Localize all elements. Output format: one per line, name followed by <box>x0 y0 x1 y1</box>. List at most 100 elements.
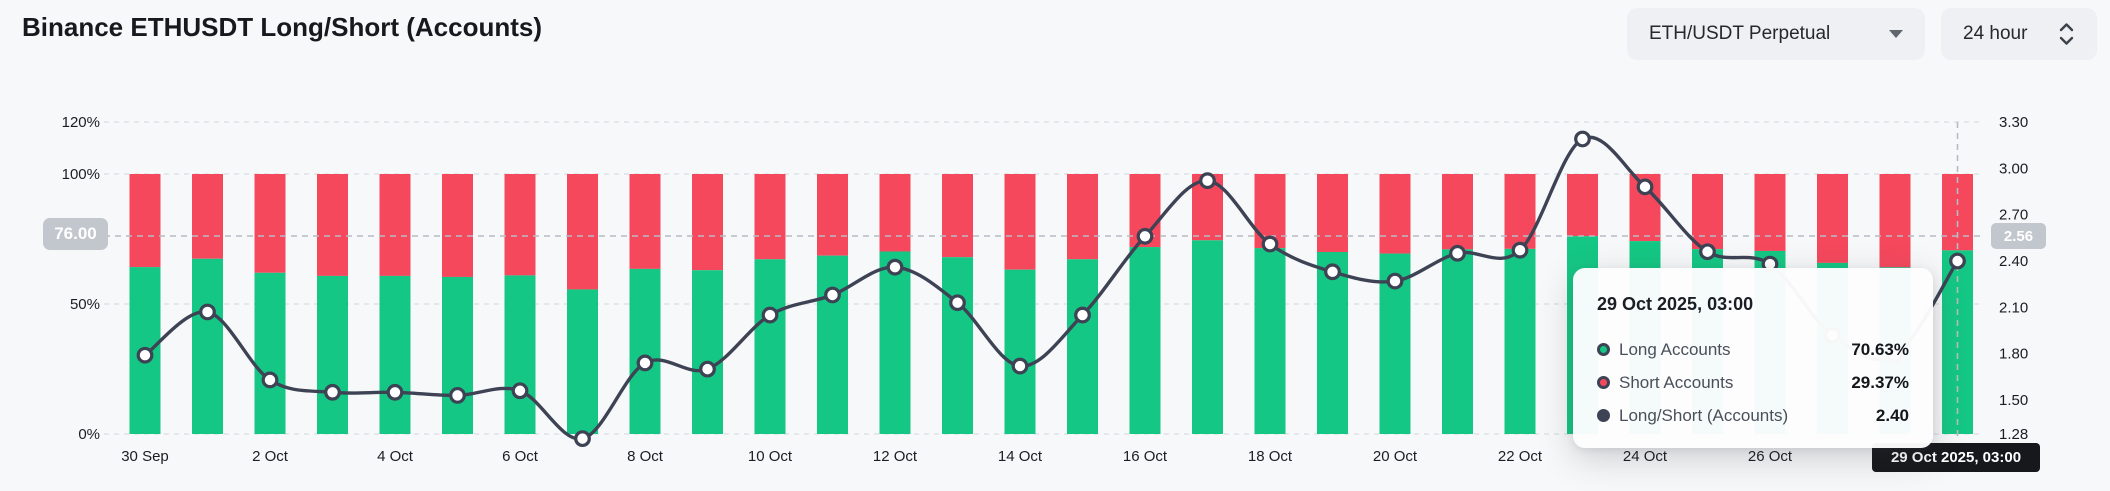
interval-selector-value: 24 hour <box>1963 23 2028 44</box>
line-marker[interactable] <box>1324 263 1341 281</box>
left-axis-tick: 100% <box>62 166 100 183</box>
bar-long-accounts[interactable] <box>692 270 723 434</box>
bar-short-accounts[interactable] <box>1692 174 1723 250</box>
line-marker[interactable] <box>636 354 654 372</box>
bar-short-accounts[interactable] <box>192 174 223 259</box>
tooltip-row-short: Short Accounts 29.37% <box>1597 366 1909 399</box>
bar-short-accounts[interactable] <box>817 174 848 256</box>
bar-short-accounts[interactable] <box>254 174 286 273</box>
bar-short-accounts[interactable] <box>629 174 661 269</box>
bar-short-accounts[interactable] <box>1317 174 1348 252</box>
line-marker[interactable] <box>699 360 716 378</box>
line-marker[interactable] <box>1511 241 1529 259</box>
bar-short-accounts[interactable] <box>504 174 536 276</box>
bar-short-accounts[interactable] <box>754 174 786 260</box>
up-down-arrows-icon <box>2059 23 2074 45</box>
bar-long-accounts[interactable] <box>1442 249 1473 434</box>
tooltip-value: 2.40 <box>1875 405 1909 425</box>
x-axis-tick: 22 Oct <box>1498 448 1543 465</box>
bar-short-accounts[interactable] <box>1567 174 1598 237</box>
right-axis-tick: 2.10 <box>1999 299 2028 316</box>
bar-long-accounts[interactable] <box>1004 269 1036 434</box>
line-marker[interactable] <box>261 371 279 389</box>
bar-long-accounts[interactable] <box>754 259 786 434</box>
bar-long-accounts[interactable] <box>629 268 661 434</box>
bar-long-accounts[interactable] <box>317 275 348 434</box>
bar-long-accounts[interactable] <box>1192 240 1223 434</box>
line-marker[interactable] <box>1074 306 1091 324</box>
bar-short-accounts[interactable] <box>942 174 973 258</box>
line-marker[interactable] <box>324 383 341 401</box>
line-marker[interactable] <box>574 430 591 448</box>
bar-short-accounts[interactable] <box>1379 174 1411 254</box>
bar-long-accounts[interactable] <box>1129 247 1161 434</box>
line-marker[interactable] <box>1136 227 1154 245</box>
line-marker[interactable] <box>886 258 904 276</box>
x-axis-tick: 30 Sep <box>121 448 169 465</box>
line-marker[interactable] <box>1199 172 1216 190</box>
ratio-dot-icon <box>1597 409 1610 422</box>
tooltip-row-long: Long Accounts 70.63% <box>1597 333 1909 366</box>
bar-long-accounts[interactable] <box>817 255 848 434</box>
x-axis-tick: 10 Oct <box>748 448 793 465</box>
bar-short-accounts[interactable] <box>1754 174 1786 251</box>
line-marker[interactable] <box>1699 243 1716 261</box>
chart-controls: ETH/USDT Perpetual 24 hour <box>1627 8 2097 60</box>
tooltip-label: Long Accounts <box>1619 339 1731 359</box>
line-marker[interactable] <box>1636 178 1654 196</box>
pair-selector[interactable]: ETH/USDT Perpetual <box>1627 8 1925 60</box>
line-marker[interactable] <box>1949 252 1966 270</box>
bar-short-accounts[interactable] <box>317 174 348 276</box>
bar-short-accounts[interactable] <box>129 174 161 268</box>
x-axis-tick: 20 Oct <box>1373 448 1418 465</box>
line-marker[interactable] <box>824 286 841 304</box>
line-marker[interactable] <box>199 303 216 321</box>
line-marker[interactable] <box>1261 235 1279 253</box>
bar-short-accounts[interactable] <box>1067 174 1098 260</box>
bar-long-accounts[interactable] <box>1317 252 1348 434</box>
bar-long-accounts[interactable] <box>1504 248 1536 434</box>
line-marker[interactable] <box>386 383 404 401</box>
line-marker[interactable] <box>949 294 966 312</box>
line-marker[interactable] <box>1011 357 1029 375</box>
bar-long-accounts[interactable] <box>1254 248 1286 434</box>
bar-long-accounts[interactable] <box>254 272 286 434</box>
x-axis-tick: 6 Oct <box>502 448 539 465</box>
tooltip-title: 29 Oct 2025, 03:00 <box>1597 294 1754 314</box>
bar-short-accounts[interactable] <box>879 174 911 252</box>
bar-short-accounts[interactable] <box>567 174 598 290</box>
bar-short-accounts[interactable] <box>1817 174 1848 263</box>
line-marker[interactable] <box>1449 244 1466 262</box>
bar-short-accounts[interactable] <box>692 174 723 271</box>
x-axis-tick: 24 Oct <box>1623 448 1668 465</box>
bar-short-accounts[interactable] <box>1442 174 1473 250</box>
bar-long-accounts[interactable] <box>1067 259 1098 434</box>
bar-short-accounts[interactable] <box>379 174 411 276</box>
line-marker[interactable] <box>136 346 154 364</box>
bar-long-accounts[interactable] <box>379 275 411 434</box>
x-axis-tick: 14 Oct <box>998 448 1043 465</box>
chart-tooltip: 29 Oct 2025, 03:00 Long Accounts 70.63% … <box>1573 268 1933 448</box>
bar-short-accounts[interactable] <box>442 174 473 277</box>
x-axis-tick: 12 Oct <box>873 448 918 465</box>
left-axis-tick: 120% <box>62 114 100 131</box>
bar-long-accounts[interactable] <box>879 251 911 434</box>
right-axis-tick: 3.30 <box>1999 114 2028 131</box>
bar-long-accounts[interactable] <box>504 275 536 434</box>
line-marker[interactable] <box>1386 272 1404 290</box>
bar-long-accounts[interactable] <box>942 257 973 434</box>
interval-selector[interactable]: 24 hour <box>1941 8 2097 60</box>
line-marker[interactable] <box>449 386 466 404</box>
bar-short-accounts[interactable] <box>1879 174 1911 268</box>
bar-long-accounts[interactable] <box>192 258 223 434</box>
tooltip-value: 29.37% <box>1851 372 1909 392</box>
line-marker[interactable] <box>1574 130 1591 148</box>
bar-short-accounts[interactable] <box>1004 174 1036 270</box>
bar-long-accounts[interactable] <box>442 276 473 434</box>
right-axis-tick: 2.70 <box>1999 207 2028 224</box>
x-axis-tick: 4 Oct <box>377 448 414 465</box>
line-marker[interactable] <box>761 306 779 324</box>
left-axis-tick: 0% <box>78 426 100 443</box>
bar-long-accounts[interactable] <box>567 289 598 434</box>
line-marker[interactable] <box>511 382 529 400</box>
